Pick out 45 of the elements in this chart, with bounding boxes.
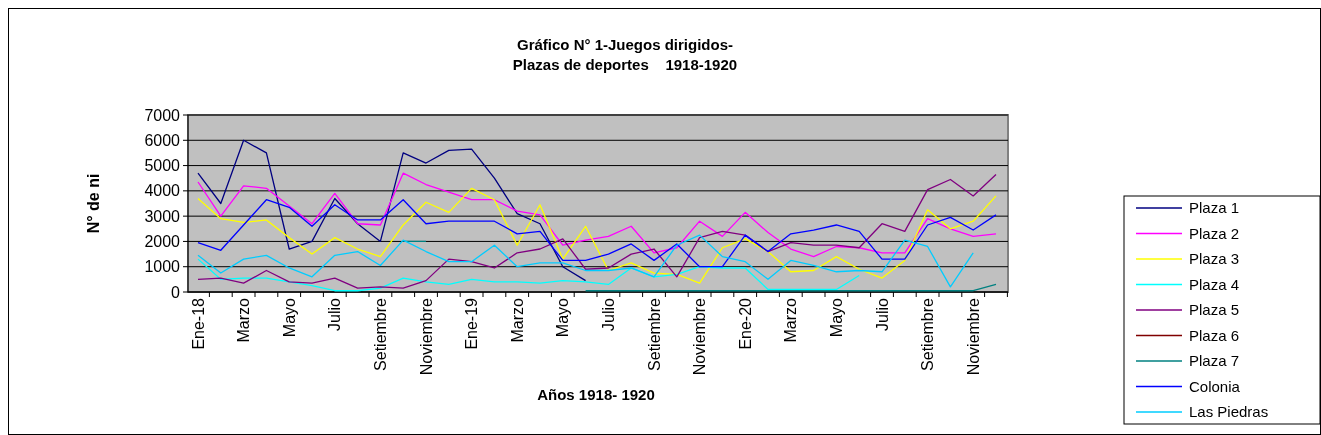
legend-label: Plaza 6 (1189, 326, 1240, 344)
y-tick-label: 6000 (144, 131, 181, 149)
x-tick-label: Julio (873, 297, 891, 331)
y-tick-label: 1000 (144, 258, 181, 276)
x-tick-label: Setiembre (919, 297, 937, 371)
x-tick-label: Marzo (508, 297, 526, 343)
x-tick-label: Noviembre (417, 297, 435, 376)
x-tick-label: Mayo (828, 297, 845, 338)
y-tick-label: 5000 (144, 157, 181, 175)
x-tick-label: Setiembre (372, 297, 389, 371)
x-tick-label: Mayo (554, 297, 572, 338)
legend-label: Plaza 2 (1189, 224, 1240, 242)
y-tick-label: 4000 (144, 182, 181, 200)
x-tick-label: Marzo (782, 297, 800, 343)
y-tick-label: 2000 (144, 233, 181, 251)
chart-title: Gráfico N° 1-Juegos dirigidos- Plazas de deportes 1918-1920 (512, 36, 738, 73)
y-tick-label: 3000 (144, 207, 181, 225)
legend-label: Plaza 4 (1189, 275, 1240, 293)
x-tick-label: Julio (600, 297, 617, 331)
line-series (197, 187, 997, 284)
line-series (197, 139, 587, 282)
legend-label: Plaza 7 (1189, 352, 1240, 370)
legend-label: Plaza 3 (1189, 250, 1240, 268)
x-tick-label: Mayo (280, 297, 298, 338)
y-tick-label: 0 (171, 283, 181, 301)
x-axis-title: Años 1918- 1920 (537, 386, 655, 403)
line-series (197, 199, 997, 268)
legend-label: Plaza 5 (1189, 301, 1240, 319)
line-series (197, 173, 997, 289)
line-series (197, 172, 997, 258)
y-axis-title: N° de ni (84, 173, 102, 234)
legend-label: Plaza 1 (1189, 199, 1240, 217)
x-tick-label: Noviembre (691, 297, 709, 376)
line-series (197, 258, 860, 292)
x-tick-label: Julio (326, 297, 344, 331)
x-tick-label: Setiembre (645, 297, 663, 371)
x-tick-label: Ene-18 (189, 297, 207, 350)
legend-label: Las Piedras (1189, 403, 1269, 421)
x-tick-label: Ene-19 (463, 297, 481, 350)
x-tick-label: Marzo (235, 297, 253, 343)
line-series (197, 234, 974, 288)
legend-label: Colonia (1189, 377, 1241, 395)
x-tick-label: Ene-20 (736, 297, 754, 350)
y-tick-label: 7000 (144, 106, 181, 124)
x-tick-label: Noviembre (964, 297, 982, 376)
